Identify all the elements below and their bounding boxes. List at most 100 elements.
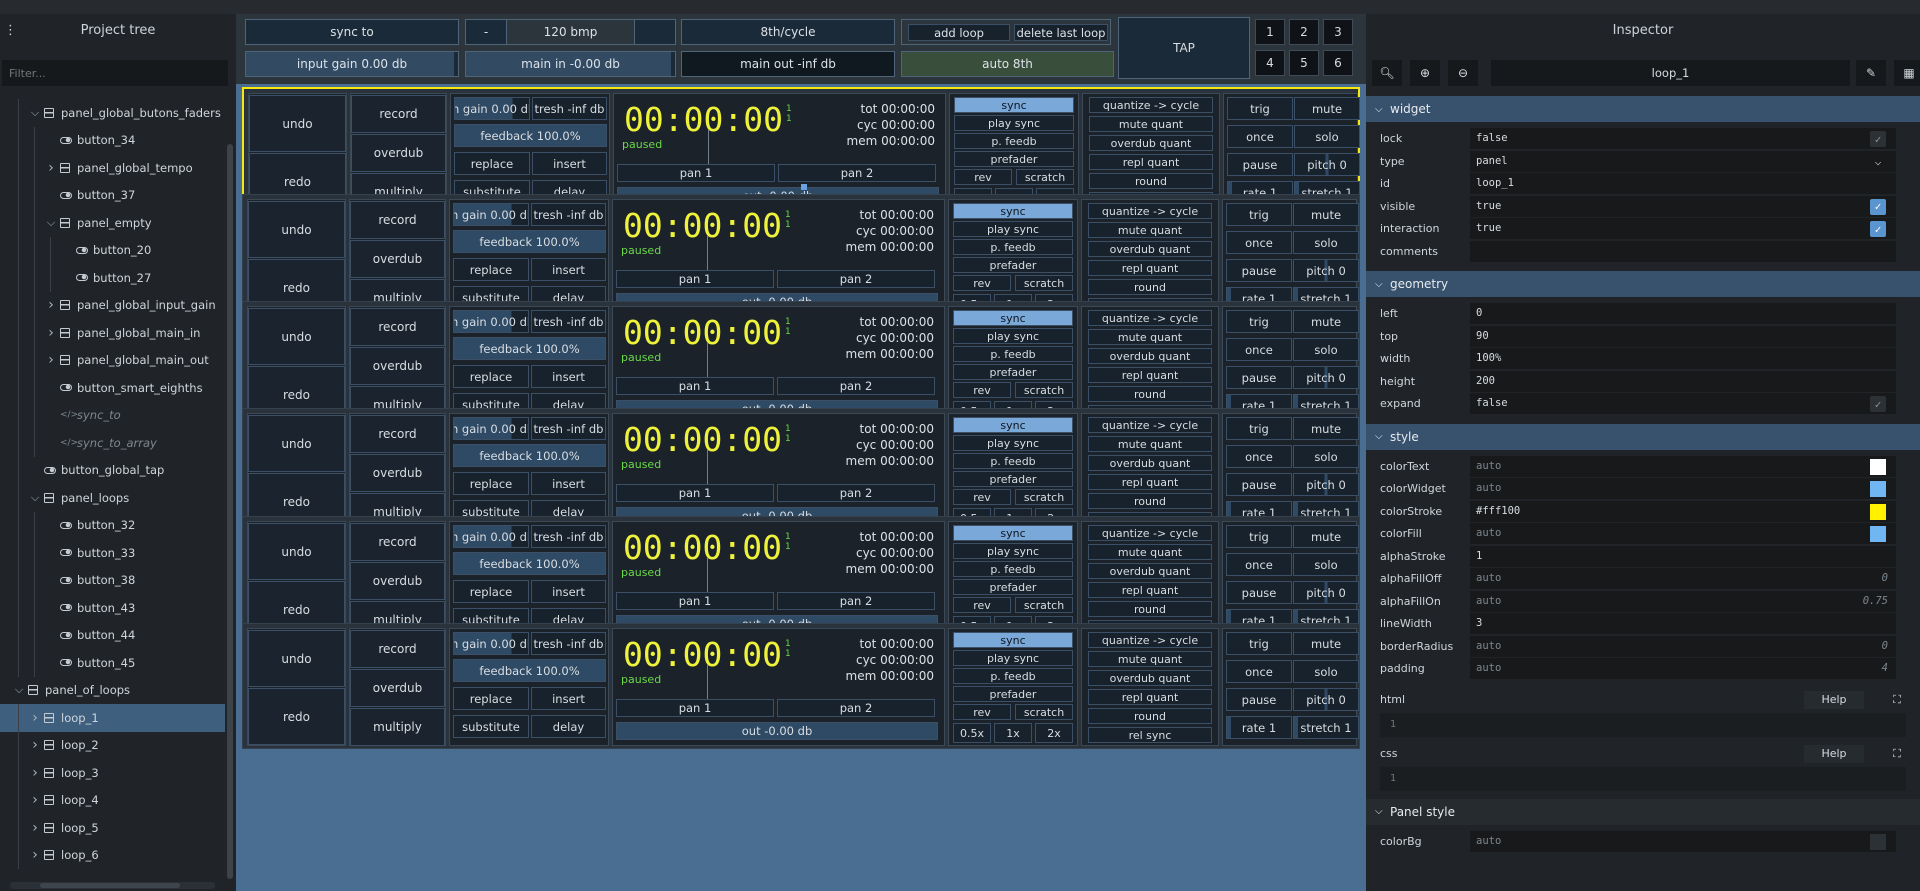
overdub-button[interactable]: overdub bbox=[350, 347, 445, 385]
pause-button[interactable]: pause bbox=[1226, 366, 1292, 389]
chevron-right-icon[interactable]: › bbox=[32, 792, 38, 809]
replace-button[interactable]: replace bbox=[453, 472, 529, 495]
record-button[interactable]: record bbox=[350, 415, 445, 453]
add-loop-button[interactable]: add loop bbox=[908, 24, 1010, 41]
tree-node[interactable]: › loop_6 bbox=[0, 841, 225, 869]
record-button[interactable]: record bbox=[350, 201, 445, 239]
tree-filter-input[interactable] bbox=[2, 60, 228, 86]
pitch-fader[interactable]: pitch 0 bbox=[1293, 366, 1359, 389]
tree-node[interactable]: button_44 bbox=[0, 621, 225, 649]
reverse-button[interactable]: rev bbox=[954, 169, 1012, 185]
round-button[interactable]: round bbox=[1088, 601, 1212, 617]
overdub-button[interactable]: overdub bbox=[350, 669, 445, 707]
tree-node[interactable]: button_34 bbox=[0, 126, 225, 154]
output-level-fader[interactable]: out -0.00 db bbox=[616, 722, 938, 740]
resize-handle[interactable] bbox=[801, 184, 807, 190]
threshold-fader[interactable]: tresh -inf db bbox=[531, 632, 606, 655]
trig-button[interactable]: trig bbox=[1226, 632, 1292, 655]
overdub-quant-button[interactable]: overdub quant bbox=[1089, 135, 1213, 151]
pause-button[interactable]: pause bbox=[1226, 688, 1292, 711]
zoom-fit-icon[interactable]: 🔍︎ bbox=[1372, 60, 1402, 86]
input-gain-fader[interactable]: in gain 0.00 db bbox=[453, 525, 529, 548]
tree-node[interactable]: button_33 bbox=[0, 539, 225, 567]
chevron-down-icon[interactable]: ⌵ bbox=[30, 490, 40, 504]
threshold-fader[interactable]: tresh -inf db bbox=[531, 310, 606, 333]
trig-button[interactable]: trig bbox=[1226, 525, 1292, 548]
feedback-fader[interactable]: feedback 100.0% bbox=[453, 444, 606, 467]
overdub-quant-button[interactable]: overdub quant bbox=[1088, 348, 1212, 364]
property-value[interactable]: 0 bbox=[1470, 303, 1896, 324]
once-button[interactable]: once bbox=[1226, 553, 1292, 576]
replace-button[interactable]: replace bbox=[453, 365, 529, 388]
pan-2-fader[interactable]: pan 2 bbox=[777, 699, 935, 717]
pan-1-fader[interactable]: pan 1 bbox=[616, 592, 774, 610]
code-editor[interactable]: 1 bbox=[1380, 766, 1906, 791]
section-header[interactable]: ⌵ geometry bbox=[1366, 271, 1920, 297]
repl-quant-button[interactable]: repl quant bbox=[1089, 154, 1213, 170]
bpm-minus-button[interactable]: - bbox=[465, 19, 507, 45]
property-value[interactable]: auto 0.75 bbox=[1470, 590, 1896, 612]
tree-node[interactable]: › loop_1 bbox=[0, 704, 225, 732]
mute-button[interactable]: mute bbox=[1293, 525, 1359, 548]
prefader-button[interactable]: prefader bbox=[953, 471, 1073, 487]
play-sync-button[interactable]: play sync bbox=[954, 115, 1074, 131]
insert-button[interactable]: insert bbox=[532, 152, 607, 175]
feedback-fader[interactable]: feedback 100.0% bbox=[453, 659, 606, 682]
solo-button[interactable]: solo bbox=[1293, 553, 1359, 576]
sync-button[interactable]: sync bbox=[953, 310, 1073, 326]
chevron-right-icon[interactable]: › bbox=[48, 352, 54, 369]
cycle-button[interactable]: 8th/cycle bbox=[681, 19, 895, 45]
trig-button[interactable]: trig bbox=[1226, 310, 1292, 333]
pitch-fader[interactable]: pitch 0 bbox=[1293, 259, 1359, 282]
checkbox-icon[interactable]: ✓ bbox=[1870, 131, 1886, 147]
checkbox-checked-icon[interactable]: ✓ bbox=[1870, 198, 1886, 215]
pause-button[interactable]: pause bbox=[1226, 581, 1292, 604]
undo-button[interactable]: undo bbox=[248, 630, 345, 687]
chevron-down-icon[interactable]: ⌵ bbox=[1874, 155, 1882, 168]
insert-button[interactable]: insert bbox=[531, 258, 606, 281]
overdub-button[interactable]: overdub bbox=[351, 134, 446, 172]
tree-node[interactable]: › loop_3 bbox=[0, 759, 225, 787]
chevron-right-icon[interactable]: › bbox=[32, 764, 38, 781]
sync-button[interactable]: sync bbox=[953, 525, 1073, 541]
once-button[interactable]: once bbox=[1227, 125, 1293, 148]
solo-button[interactable]: solo bbox=[1294, 125, 1360, 148]
feedback-fader[interactable]: feedback 100.0% bbox=[453, 230, 606, 253]
scratch-button[interactable]: scratch bbox=[1015, 704, 1073, 720]
p-feedb-button[interactable]: p. feedb bbox=[953, 668, 1073, 684]
sync-button[interactable]: sync bbox=[953, 632, 1073, 648]
record-button[interactable]: record bbox=[350, 523, 445, 561]
prefader-button[interactable]: prefader bbox=[953, 579, 1073, 595]
multiply-button[interactable]: multiply bbox=[350, 708, 445, 746]
reverse-button[interactable]: rev bbox=[953, 382, 1011, 398]
round-button[interactable]: round bbox=[1088, 493, 1212, 509]
tree-node[interactable]: ⌵ panel_of_loops bbox=[0, 677, 225, 705]
threshold-fader[interactable]: tresh -inf db bbox=[531, 525, 606, 548]
sync-button[interactable]: sync bbox=[954, 97, 1074, 113]
pan-2-fader[interactable]: pan 2 bbox=[777, 592, 935, 610]
color-swatch[interactable] bbox=[1870, 833, 1886, 850]
p-feedb-button[interactable]: p. feedb bbox=[953, 453, 1073, 469]
property-value[interactable]: auto 4 bbox=[1470, 658, 1896, 679]
chevron-right-icon[interactable]: › bbox=[32, 709, 38, 726]
tap-button[interactable]: TAP bbox=[1118, 17, 1250, 79]
zoom-out-icon[interactable]: ⊖ bbox=[1448, 60, 1478, 86]
round-button[interactable]: round bbox=[1089, 173, 1213, 189]
tree-node[interactable]: › loop_5 bbox=[0, 814, 225, 842]
pan-1-fader[interactable]: pan 1 bbox=[616, 270, 774, 288]
stretch-fader[interactable]: stretch 1 bbox=[1293, 716, 1359, 739]
overdub-button[interactable]: overdub bbox=[350, 562, 445, 600]
number-button-1[interactable]: 1 bbox=[1255, 19, 1285, 45]
insert-button[interactable]: insert bbox=[531, 580, 606, 603]
property-value[interactable]: false ✓ bbox=[1470, 128, 1896, 149]
input-gain-fader[interactable]: in gain 0.00 db bbox=[453, 203, 529, 226]
p-feedb-button[interactable]: p. feedb bbox=[953, 561, 1073, 577]
pan-2-fader[interactable]: pan 2 bbox=[777, 270, 935, 288]
scratch-button[interactable]: scratch bbox=[1015, 382, 1073, 398]
number-button-5[interactable]: 5 bbox=[1289, 50, 1319, 76]
number-button-4[interactable]: 4 bbox=[1255, 50, 1285, 76]
feedback-fader[interactable]: feedback 100.0% bbox=[453, 552, 606, 575]
repl-quant-button[interactable]: repl quant bbox=[1088, 367, 1212, 383]
property-value[interactable]: 200 bbox=[1470, 370, 1896, 392]
help-button[interactable]: Help bbox=[1804, 690, 1864, 709]
